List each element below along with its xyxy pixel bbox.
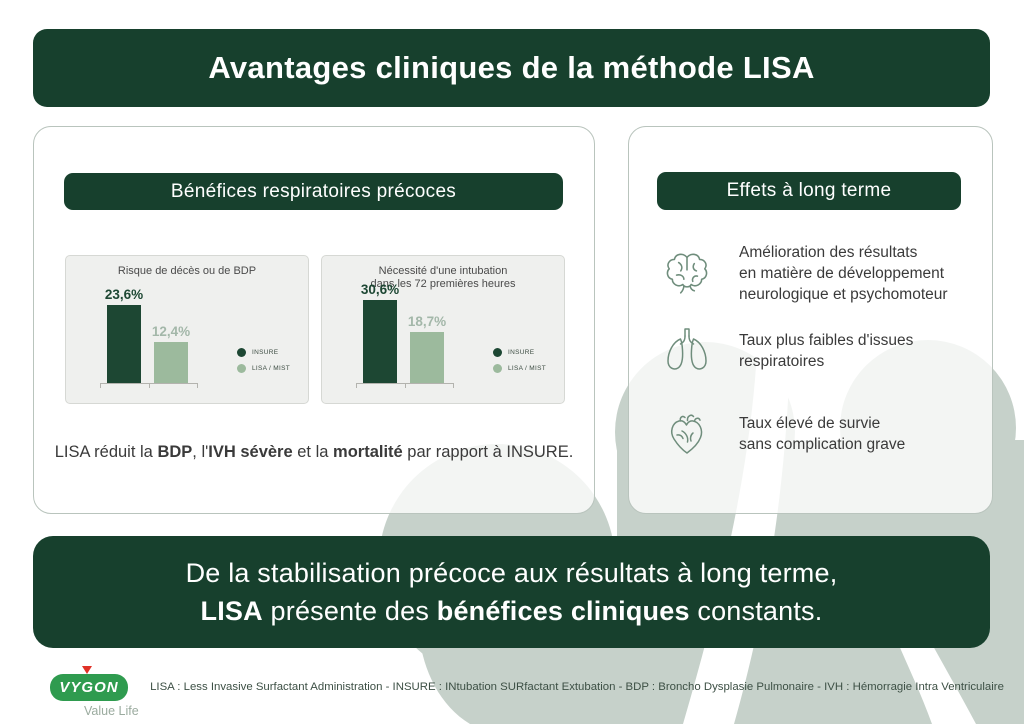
emphasized-text: mortalité xyxy=(333,443,403,461)
respiratory-benefits-header: Bénéfices respiratoires précoces xyxy=(64,173,563,210)
list-item-survival: Taux élevé de survie sans complication g… xyxy=(659,395,980,473)
vygon-logo: VYGON Value Life xyxy=(50,666,160,718)
lungs-icon xyxy=(659,325,715,377)
chart-legend: INSURE LISA / MIST xyxy=(493,348,546,373)
page-title: Avantages cliniques de la méthode LISA xyxy=(208,50,815,85)
respiratory-benefits-panel: Bénéfices respiratoires précoces Risque … xyxy=(33,126,595,514)
legend-item-lisa-mist: LISA / MIST xyxy=(237,364,290,373)
emphasized-text: BDP xyxy=(157,443,193,461)
brain-icon xyxy=(659,250,715,296)
bar-value-label: 30,6% xyxy=(360,282,400,297)
legend-dot-light xyxy=(493,364,503,373)
plain-text: et la xyxy=(292,443,334,461)
summary-text: LISA réduit la BDP, l'IVH sévère et la m… xyxy=(44,443,584,462)
chart-card-intubation: Nécessité d'une intubation dans les 72 p… xyxy=(321,255,565,404)
legend-label: LISA / MIST xyxy=(252,365,290,372)
plain-text: LISA réduit la xyxy=(54,443,158,461)
conclusion-banner: De la stabilisation précoce aux résultat… xyxy=(33,536,990,648)
logo-triangle-icon xyxy=(82,666,92,674)
list-item-text: Amélioration des résultats en matière de… xyxy=(739,243,948,303)
legend-dot-dark xyxy=(493,348,503,357)
plain-text: constants. xyxy=(689,596,823,626)
x-axis xyxy=(100,383,198,388)
list-item-neurology: Amélioration des résultats en matière de… xyxy=(659,231,980,315)
long-term-effects-header: Effets à long terme xyxy=(657,172,961,210)
conclusion-line1: De la stabilisation précoce aux résultat… xyxy=(185,558,838,588)
plain-text: présente des xyxy=(262,596,437,626)
bar-value-label: 23,6% xyxy=(104,287,144,302)
top-banner: Avantages cliniques de la méthode LISA xyxy=(33,29,990,107)
bar-group: 23,6% xyxy=(104,287,144,383)
x-axis xyxy=(356,383,454,388)
list-item-text: Taux élevé de survie sans complication g… xyxy=(739,415,906,453)
bar xyxy=(363,300,397,383)
emphasized-text: LISA xyxy=(200,596,263,626)
long-term-effects-header-label: Effets à long terme xyxy=(726,180,892,201)
legend-item-insure: INSURE xyxy=(493,348,546,357)
axis-tick xyxy=(100,384,101,388)
logo-wordmark: VYGON xyxy=(50,674,128,701)
plain-text: , l' xyxy=(192,443,209,461)
bar-value-label: 18,7% xyxy=(407,314,447,329)
logo-text: VYGON xyxy=(59,679,119,696)
legend-label: INSURE xyxy=(252,349,279,356)
list-item-text: Taux plus faibles d'issues respiratoires xyxy=(739,332,914,370)
legend-item-lisa-mist: LISA / MIST xyxy=(493,364,546,373)
logo-tagline: Value Life xyxy=(84,704,139,718)
bar xyxy=(154,342,188,383)
bar-chart: 30,6% 18,7% xyxy=(360,282,447,383)
respiratory-benefits-header-label: Bénéfices respiratoires précoces xyxy=(170,180,457,202)
chart-card-bdp-risk: Risque de décès ou de BDP 23,6% 12,4% INS… xyxy=(65,255,309,404)
bar xyxy=(410,332,444,383)
legend-label: LISA / MIST xyxy=(508,365,546,372)
chart-legend: INSURE LISA / MIST xyxy=(237,348,290,373)
heart-icon xyxy=(659,408,715,460)
long-term-effects-panel: Effets à long terme Amélioration des rés… xyxy=(628,126,993,514)
bar-group: 12,4% xyxy=(151,324,191,383)
bar-group: 30,6% xyxy=(360,282,400,383)
legend-dot-dark xyxy=(237,348,247,357)
bar-chart: 23,6% 12,4% xyxy=(104,287,191,383)
chart-title: Nécessité d'une intubation dans les 72 p… xyxy=(370,265,516,290)
list-item-respiratory: Taux plus faibles d'issues respiratoires xyxy=(659,319,980,383)
axis-tick xyxy=(197,384,198,388)
chart-title: Risque de décès ou de BDP xyxy=(117,265,257,277)
emphasized-text: bénéfices cliniques xyxy=(436,596,690,626)
plain-text: par rapport à INSURE. xyxy=(402,443,574,461)
bar xyxy=(107,305,141,383)
bar-value-label: 12,4% xyxy=(151,324,191,339)
axis-tick xyxy=(149,384,150,388)
legend-label: INSURE xyxy=(508,349,535,356)
legend-item-insure: INSURE xyxy=(237,348,290,357)
axis-tick xyxy=(356,384,357,388)
axis-tick xyxy=(453,384,454,388)
axis-tick xyxy=(405,384,406,388)
bar-group: 18,7% xyxy=(407,314,447,383)
emphasized-text: IVH sévère xyxy=(208,443,293,461)
legend-dot-light xyxy=(237,364,247,373)
abbreviations-legend: LISA : Less Invasive Surfactant Administ… xyxy=(150,681,1004,693)
conclusion-line2: LISA présente des bénéfices cliniques co… xyxy=(201,592,823,630)
